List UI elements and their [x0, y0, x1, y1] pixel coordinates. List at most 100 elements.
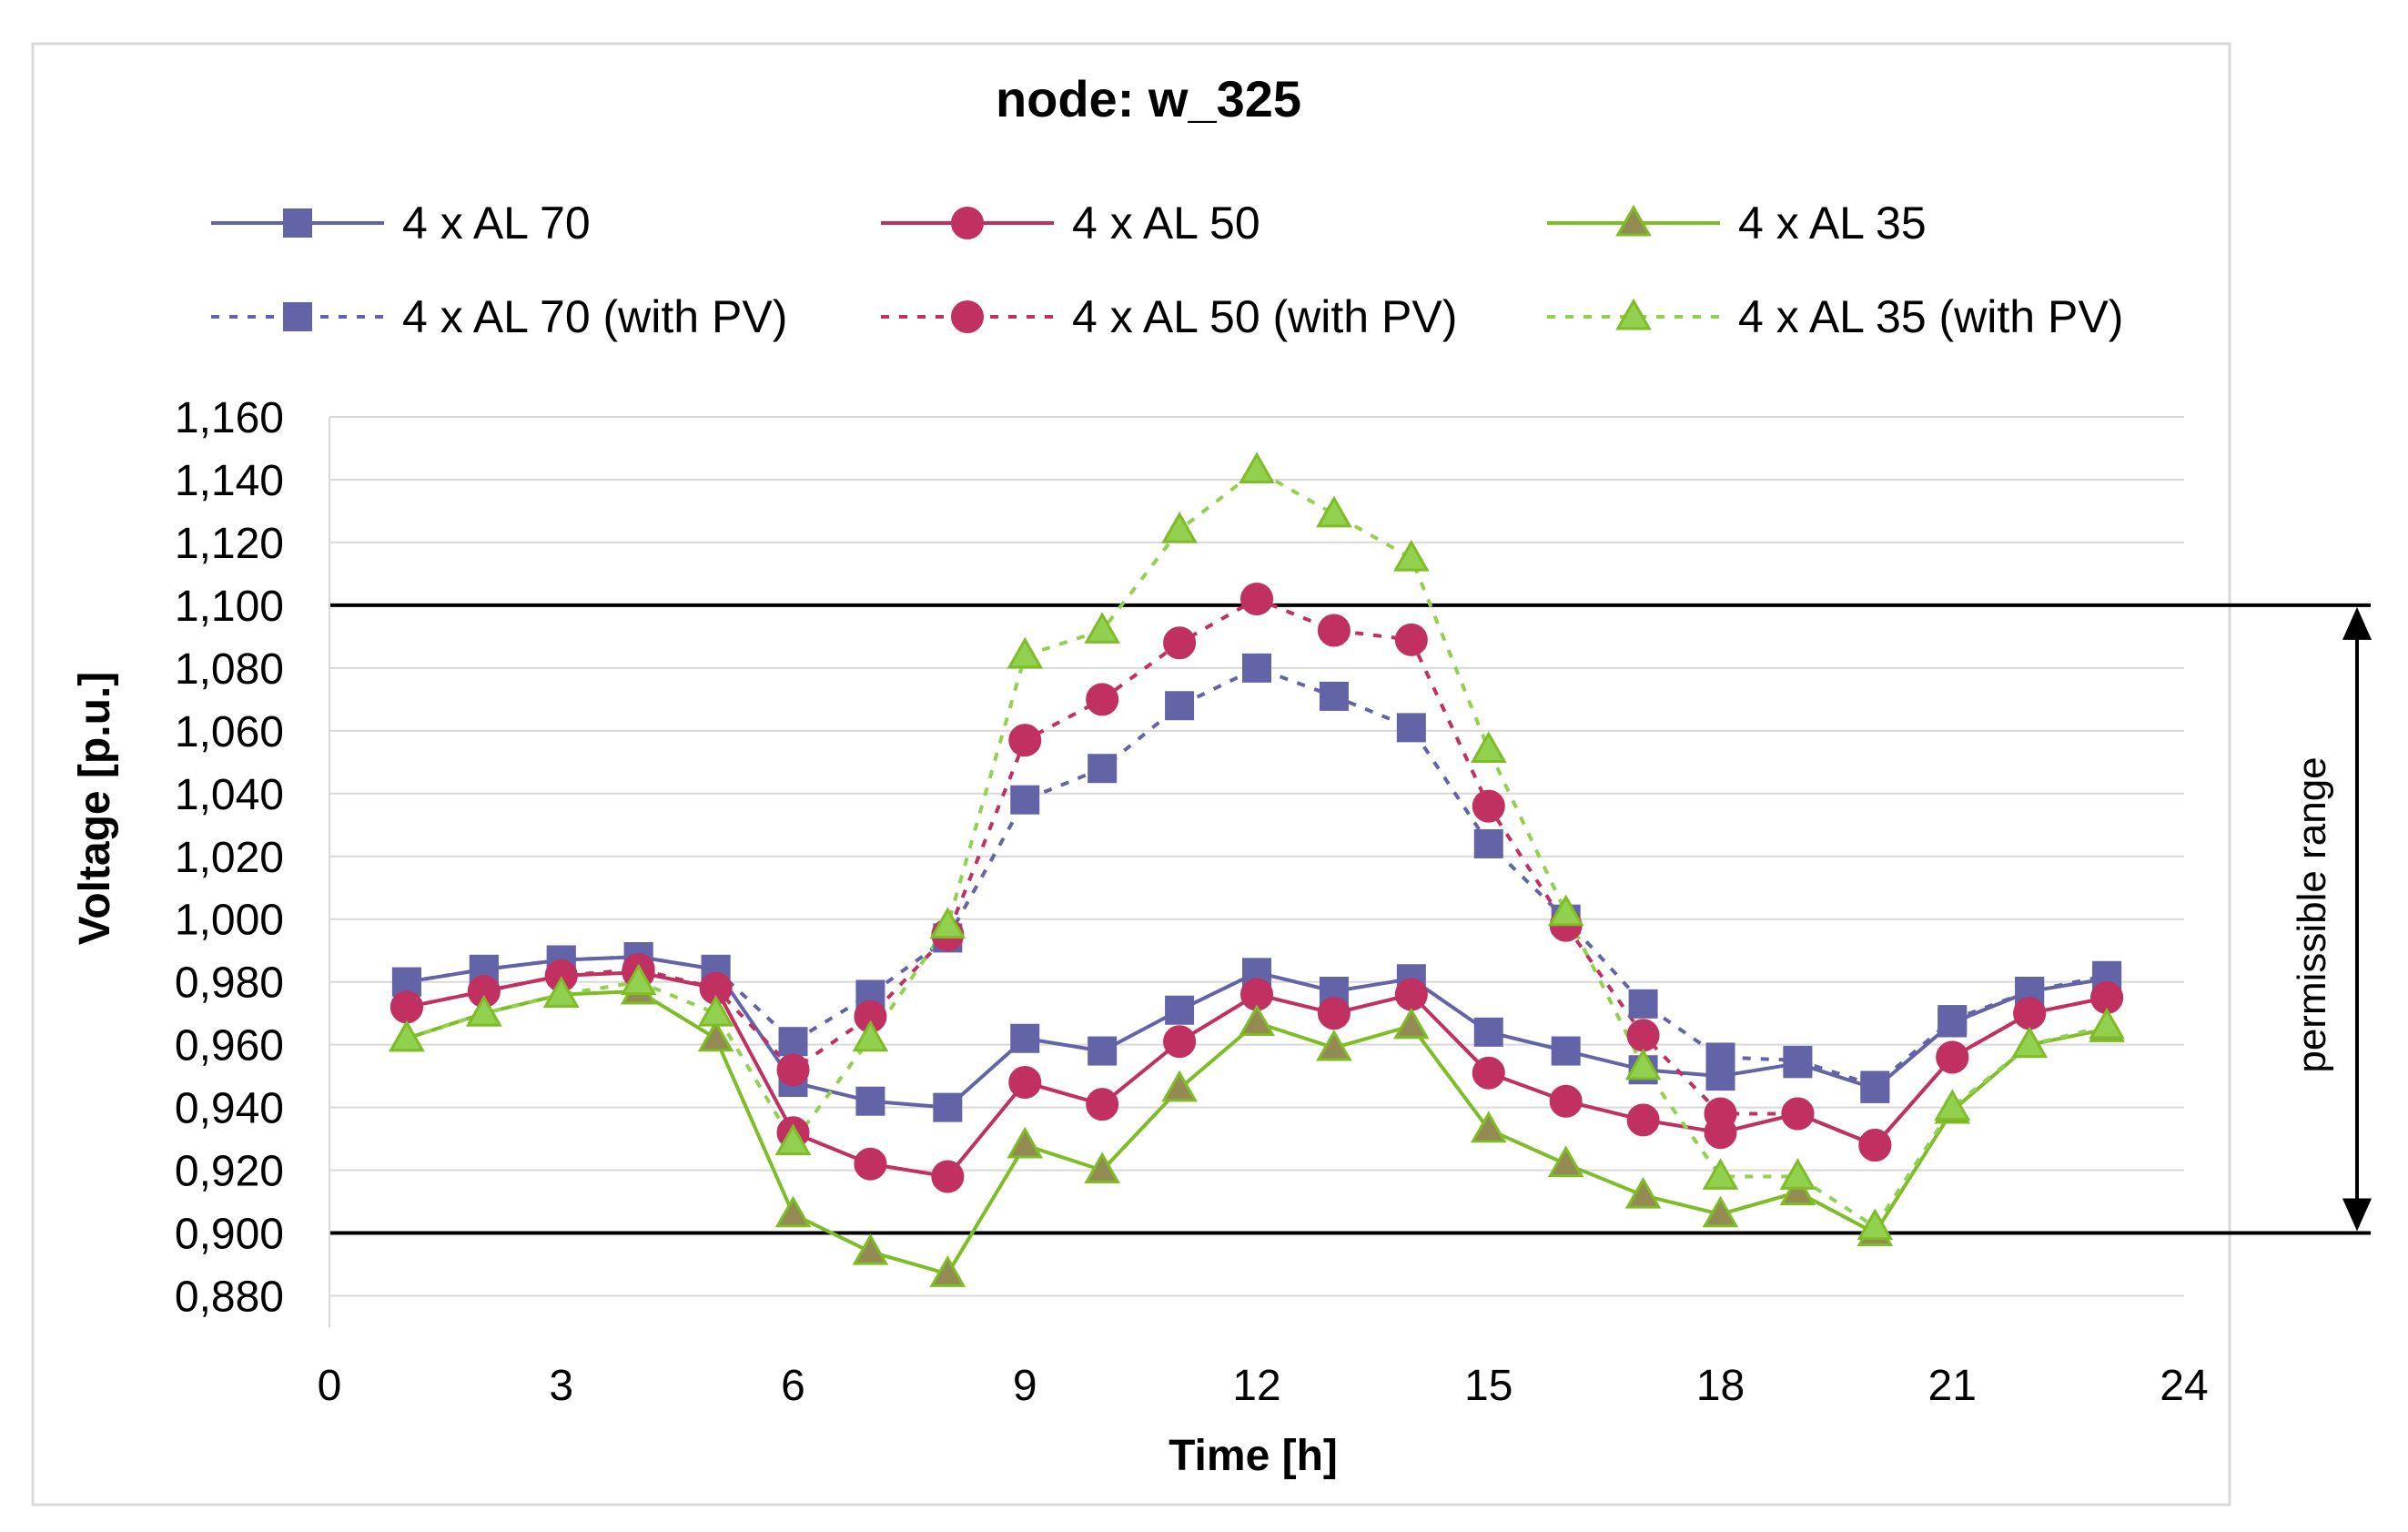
x-axis-label: Time [h]	[1169, 1432, 1338, 1480]
legend-entry: 4 x AL 70 (with PV)	[211, 291, 787, 342]
data-point	[929, 1255, 966, 1287]
data-point	[1008, 1066, 1042, 1100]
y-tick-label: 1,020	[175, 834, 284, 882]
data-point	[542, 976, 580, 1008]
data-point	[465, 994, 502, 1027]
data-point	[929, 907, 966, 939]
x-tick-label: 21	[1928, 1362, 1977, 1410]
data-point	[1240, 583, 1273, 615]
data-point	[1783, 1045, 1813, 1075]
data-point	[1161, 511, 1198, 543]
legend-label: 4 x AL 50 (with PV)	[1072, 291, 1457, 342]
x-tick-label: 3	[549, 1362, 573, 1410]
data-point	[1938, 1005, 1968, 1035]
data-point	[1472, 789, 1505, 823]
axes: 0,880 0,900 0,920 0,940 0,960 0,980 1,000 1,020…	[175, 394, 2209, 1410]
data-point	[1470, 1111, 1507, 1143]
data-point	[1084, 612, 1121, 644]
data-point	[1702, 1158, 1739, 1190]
data-point	[1165, 995, 1195, 1025]
data-point	[1086, 1088, 1119, 1121]
data-point	[1547, 894, 1584, 927]
legend-label: 4 x AL 35 (with PV)	[1738, 291, 2123, 342]
data-point	[1551, 1036, 1581, 1066]
data-point	[1624, 1176, 1662, 1209]
data-point	[697, 994, 734, 1027]
data-point	[1779, 1158, 1816, 1190]
data-point	[1470, 731, 1507, 763]
data-point	[1392, 1007, 1430, 1040]
data-point	[1858, 1129, 1892, 1162]
data-point	[1702, 1195, 1739, 1228]
data-point	[1626, 1019, 1660, 1052]
data-point	[1779, 1173, 1816, 1206]
data-point	[1396, 713, 1426, 743]
range-arrow-head-up	[2342, 606, 2372, 640]
data-point	[1163, 1025, 1197, 1059]
x-tick-label: 6	[781, 1362, 805, 1410]
data-point	[1317, 614, 1351, 647]
y-tick-label: 0,960	[175, 1022, 284, 1070]
data-point	[852, 1233, 889, 1265]
y-tick-label: 1,120	[175, 520, 284, 568]
legend-marker	[283, 302, 312, 331]
y-tick-label: 1,100	[175, 583, 284, 631]
data-point	[776, 1053, 810, 1087]
data-point	[933, 1092, 963, 1122]
data-point	[1860, 1070, 1890, 1101]
data-point	[931, 1160, 965, 1193]
y-tick-label: 1,060	[175, 708, 284, 756]
data-point	[1316, 495, 1352, 528]
data-point	[1239, 451, 1275, 484]
data-point	[1704, 1097, 1737, 1131]
permissible-range-label: permissible range	[2290, 756, 2334, 1072]
legend-entry: 4 x AL 35	[1547, 198, 1927, 249]
data-point	[1088, 754, 1118, 784]
range-arrow-head-down	[2342, 1198, 2372, 1232]
data-point	[1165, 691, 1195, 721]
data-point	[1547, 1145, 1584, 1178]
data-point	[1473, 1017, 1503, 1047]
y-tick-label: 0,940	[175, 1085, 284, 1133]
data-point	[1317, 997, 1351, 1030]
data-point	[1086, 683, 1119, 716]
legend-marker	[1615, 204, 1652, 237]
data-point	[855, 1086, 885, 1116]
legend-label: 4 x AL 50	[1072, 198, 1260, 249]
data-point	[1473, 828, 1503, 858]
legend-label: 4 x AL 35	[1738, 198, 1927, 249]
data-point	[774, 1195, 812, 1228]
x-tick-label: 15	[1464, 1362, 1513, 1410]
data-point	[1472, 1056, 1505, 1090]
legend-marker	[951, 207, 984, 239]
chart-frame	[31, 42, 2231, 1507]
y-tick-label: 1,080	[175, 645, 284, 694]
y-tick-label: 0,900	[175, 1211, 284, 1259]
x-tick-label: 24	[2160, 1362, 2208, 1410]
data-point	[1239, 1004, 1275, 1036]
data-point	[852, 1020, 889, 1052]
y-tick-label: 1,040	[175, 771, 284, 819]
legend-entry: 4 x AL 35 (with PV)	[1547, 291, 2123, 342]
data-point	[1161, 1070, 1198, 1102]
data-point	[1394, 623, 1428, 656]
data-point	[2089, 1007, 2125, 1040]
data-point	[1624, 1048, 1662, 1081]
data-point	[1010, 1023, 1040, 1053]
data-point	[854, 1147, 887, 1181]
data-point	[778, 1027, 808, 1057]
legend-entry: 4 x AL 50 (with PV)	[881, 291, 1457, 342]
data-point	[1084, 1152, 1121, 1184]
data-point	[389, 1020, 425, 1052]
data-point	[1008, 724, 1042, 757]
legend-marker	[951, 300, 984, 333]
y-tick-label: 0,980	[175, 959, 284, 1008]
data-point	[1626, 1103, 1660, 1137]
data-point	[1319, 681, 1349, 711]
data-point	[1549, 1084, 1583, 1118]
legend-label: 4 x AL 70 (with PV)	[402, 291, 787, 342]
data-point	[1781, 1097, 1815, 1131]
data-point	[1705, 1042, 1735, 1072]
